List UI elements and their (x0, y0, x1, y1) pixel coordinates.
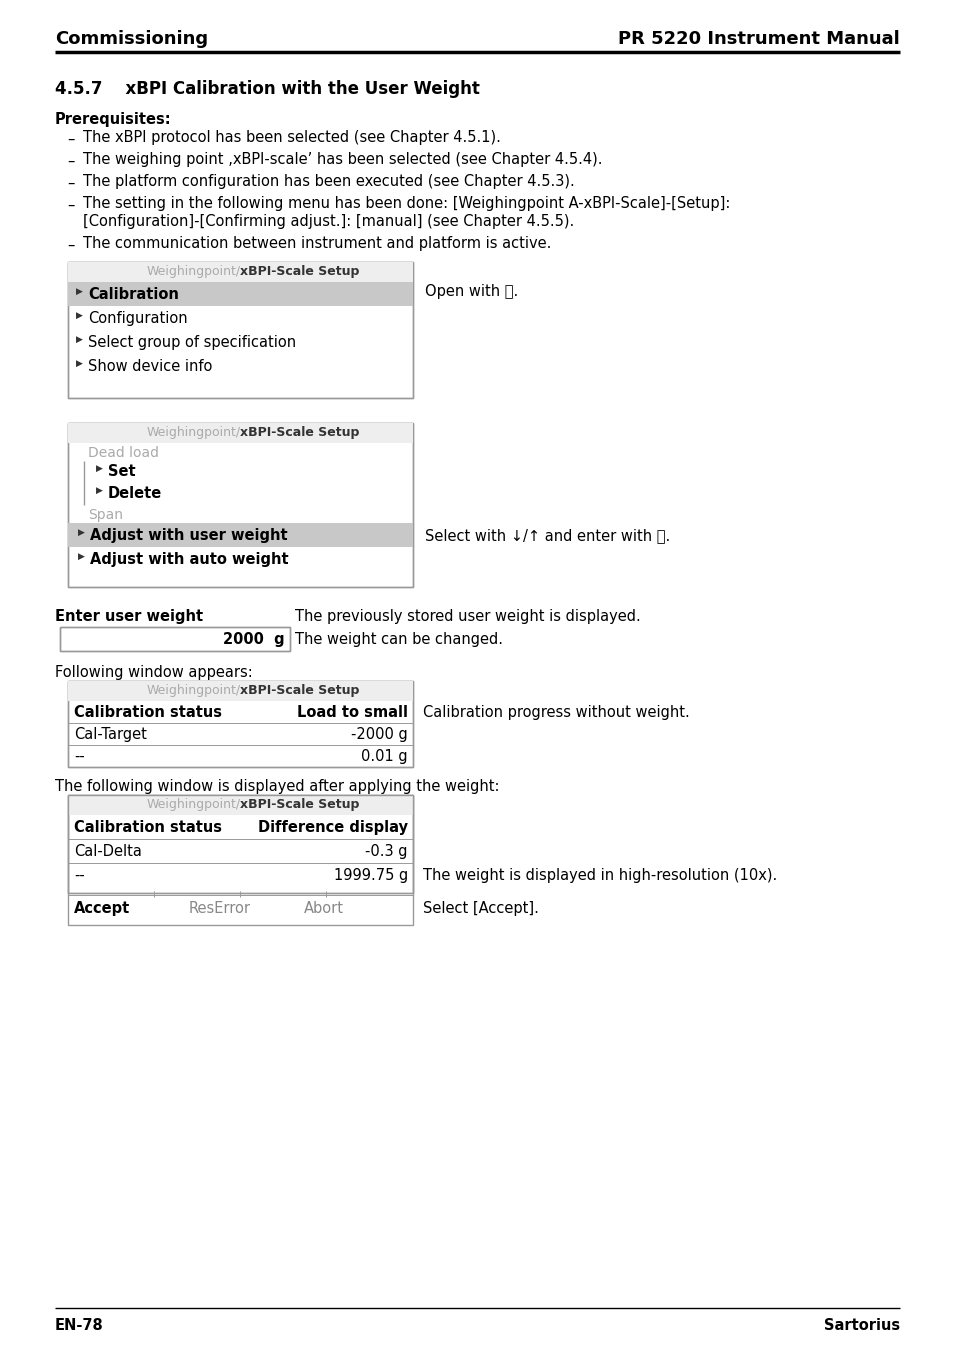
Bar (68, 423, 413, 587)
Text: Adjust with auto weight: Adjust with auto weight (90, 552, 289, 567)
Text: 0.01 g: 0.01 g (361, 749, 408, 764)
Bar (68, 680, 413, 767)
Text: [Configuration]-[Confirming adjust.]: [manual] (see Chapter 4.5.5).: [Configuration]-[Confirming adjust.]: [m… (83, 215, 574, 230)
Bar (68, 795, 413, 925)
Text: Dead load: Dead load (88, 446, 159, 460)
Text: 4.5.7    xBPI Calibration with the User Weight: 4.5.7 xBPI Calibration with the User Wei… (55, 80, 479, 99)
Text: Select [Accept].: Select [Accept]. (422, 900, 538, 917)
Text: Prerequisites:: Prerequisites: (55, 112, 172, 127)
Bar (68, 262, 413, 398)
Text: The xBPI protocol has been selected (see Chapter 4.5.1).: The xBPI protocol has been selected (see… (83, 130, 500, 144)
Bar (68, 262, 413, 282)
Text: xBPI-Scale Setup: xBPI-Scale Setup (240, 684, 359, 697)
Bar (68, 262, 413, 398)
Text: -0.3 g: -0.3 g (365, 844, 408, 859)
Text: Abort: Abort (304, 900, 344, 917)
Text: Cal-Target: Cal-Target (74, 728, 147, 743)
Text: –: – (67, 154, 74, 169)
Bar (60, 626, 290, 651)
Text: Calibration status: Calibration status (74, 819, 222, 836)
Text: --: -- (74, 749, 85, 764)
Text: --: -- (74, 868, 85, 883)
Text: Accept: Accept (74, 900, 131, 917)
Text: The previously stored user weight is displayed.: The previously stored user weight is dis… (294, 609, 640, 624)
Bar (68, 282, 413, 306)
Bar (68, 522, 413, 547)
Text: Cal-Delta: Cal-Delta (74, 844, 142, 859)
Text: ▶: ▶ (76, 288, 83, 296)
Text: ▶: ▶ (96, 486, 103, 495)
Bar (68, 795, 413, 815)
Text: The weight is displayed in high-resolution (10x).: The weight is displayed in high-resoluti… (422, 868, 777, 883)
Text: Commissioning: Commissioning (55, 30, 208, 49)
Text: Weighingpoint/: Weighingpoint/ (146, 427, 240, 439)
Text: ▶: ▶ (96, 464, 103, 472)
Text: Following window appears:: Following window appears: (55, 666, 253, 680)
Text: Calibration: Calibration (88, 288, 179, 302)
Bar (60, 626, 290, 651)
Text: ▶: ▶ (76, 359, 83, 369)
Text: The setting in the following menu has been done: [Weighingpoint A-xBPI-Scale]-[S: The setting in the following menu has be… (83, 196, 730, 211)
Text: -2000 g: -2000 g (351, 728, 408, 743)
Text: Adjust with user weight: Adjust with user weight (90, 528, 287, 543)
Text: The following window is displayed after applying the weight:: The following window is displayed after … (55, 779, 499, 794)
Bar (68, 680, 413, 767)
Text: The weighing point ‚xBPI-scale’ has been selected (see Chapter 4.5.4).: The weighing point ‚xBPI-scale’ has been… (83, 153, 602, 167)
Text: Select with ↓/↑ and enter with Ⓚ.: Select with ↓/↑ and enter with Ⓚ. (424, 528, 670, 543)
Text: ▶: ▶ (76, 335, 83, 344)
Text: –: – (67, 132, 74, 147)
Bar (68, 423, 413, 587)
Text: The weight can be changed.: The weight can be changed. (294, 632, 502, 647)
Bar (68, 795, 413, 892)
Text: Load to small: Load to small (296, 705, 408, 720)
Bar (68, 423, 413, 443)
Text: Select group of specification: Select group of specification (88, 335, 295, 350)
Text: Weighingpoint/: Weighingpoint/ (146, 265, 240, 278)
Text: Show device info: Show device info (88, 359, 213, 374)
Text: Sartorius: Sartorius (823, 1318, 899, 1332)
Text: 2000  g: 2000 g (223, 632, 285, 647)
Text: Configuration: Configuration (88, 310, 188, 325)
Text: ResError: ResError (189, 900, 251, 917)
Text: Delete: Delete (108, 486, 162, 501)
Text: The platform configuration has been executed (see Chapter 4.5.3).: The platform configuration has been exec… (83, 174, 574, 189)
Text: Set: Set (108, 464, 135, 479)
Text: ▶: ▶ (78, 528, 85, 537)
Text: Weighingpoint/: Weighingpoint/ (146, 798, 240, 811)
Text: –: – (67, 176, 74, 190)
Text: xBPI-Scale Setup: xBPI-Scale Setup (240, 265, 359, 278)
Bar (68, 680, 413, 701)
Text: Calibration status: Calibration status (74, 705, 222, 720)
Text: 1999.75 g: 1999.75 g (334, 868, 408, 883)
Text: –: – (67, 198, 74, 213)
Text: Difference display: Difference display (257, 819, 408, 836)
Bar (68, 795, 413, 892)
Text: Span: Span (88, 508, 123, 522)
Text: ▶: ▶ (78, 552, 85, 562)
Text: The communication between instrument and platform is active.: The communication between instrument and… (83, 236, 551, 251)
Text: PR 5220 Instrument Manual: PR 5220 Instrument Manual (618, 30, 899, 49)
Text: Calibration progress without weight.: Calibration progress without weight. (422, 705, 689, 720)
Text: EN-78: EN-78 (55, 1318, 104, 1332)
Text: xBPI-Scale Setup: xBPI-Scale Setup (240, 798, 359, 811)
Text: Weighingpoint/: Weighingpoint/ (146, 684, 240, 697)
Text: Open with Ⓚ.: Open with Ⓚ. (424, 284, 517, 298)
Text: ▶: ▶ (76, 310, 83, 320)
Text: Enter user weight: Enter user weight (55, 609, 203, 624)
Text: xBPI-Scale Setup: xBPI-Scale Setup (240, 427, 359, 439)
Text: –: – (67, 238, 74, 252)
